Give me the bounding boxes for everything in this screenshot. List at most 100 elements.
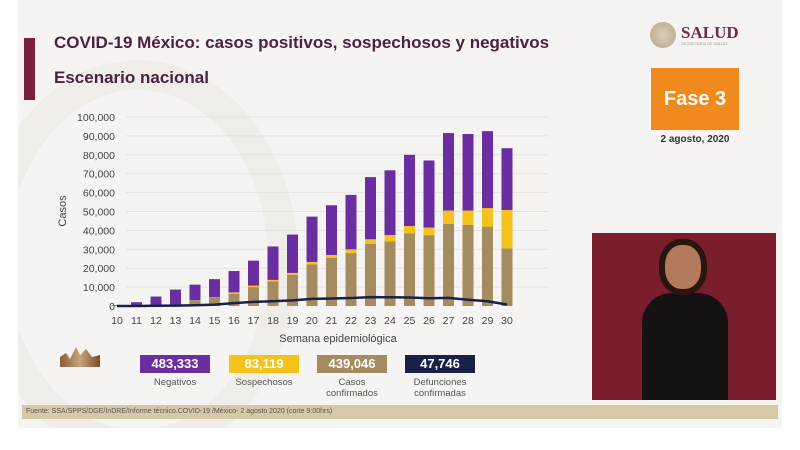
bar-negativos — [209, 279, 220, 298]
bar-confirmados — [345, 253, 357, 306]
x-tick-label: 11 — [131, 315, 142, 327]
legend-item-defunciones-confirmadas: 47,746 Defunciones confirmadas — [405, 355, 475, 399]
bar-confirmados — [189, 300, 201, 306]
bar-confirmados — [384, 241, 396, 306]
bar-sospechosos — [443, 210, 454, 224]
logo-text: SALUD — [681, 23, 739, 42]
y-tick-label: 80,000 — [83, 150, 115, 162]
x-tick-label: 18 — [267, 315, 279, 327]
bar-negativos — [404, 154, 415, 227]
x-tick-label: 21 — [326, 315, 338, 327]
bar-sospechosos — [306, 261, 318, 265]
bar-sospechosos — [345, 249, 357, 254]
bar-confirmados — [462, 224, 474, 306]
legend-value: 83,119 — [229, 355, 299, 373]
bar-sospechosos — [384, 235, 396, 242]
y-tick-label: 10,000 — [83, 282, 115, 294]
x-tick-label: 15 — [209, 315, 221, 327]
bar-confirmados — [443, 223, 454, 306]
legend-value: 439,046 — [317, 355, 387, 373]
title-accent-bar — [24, 38, 35, 100]
x-tick-label: 12 — [150, 315, 162, 327]
bar-confirmados — [248, 287, 259, 306]
x-tick-label: 25 — [404, 315, 416, 327]
bar-negativos — [228, 271, 240, 293]
x-tick-label: 26 — [423, 315, 435, 327]
bar-confirmados — [501, 248, 513, 306]
bar-negativos — [384, 170, 396, 236]
legend-label: Negativos — [153, 377, 197, 388]
bar-negativos — [462, 134, 474, 211]
bar-confirmados — [228, 293, 240, 306]
bar-confirmados — [287, 274, 298, 306]
bar-confirmados — [482, 226, 493, 306]
bar-negativos — [131, 302, 142, 306]
bar-negativos — [170, 289, 181, 305]
legend-item-sospechosos: 83,119 Sospechosos — [229, 355, 299, 388]
y-tick-label: 70,000 — [83, 169, 115, 181]
bar-negativos — [365, 177, 376, 240]
bar-negativos — [423, 160, 435, 228]
x-tick-label: 19 — [287, 315, 299, 327]
slide: COVID-19 México: casos positivos, sospec… — [18, 0, 782, 428]
y-tick-label: 60,000 — [83, 188, 115, 200]
seal-icon — [650, 22, 676, 48]
x-tick-label: 16 — [228, 315, 240, 327]
report-date: 2 agosto, 2020 — [660, 134, 730, 145]
y-tick-label: 40,000 — [83, 225, 115, 237]
bar-negativos — [306, 216, 318, 262]
bar-negativos — [326, 205, 337, 255]
bar-negativos — [501, 148, 513, 210]
stacked-bar-chart: 0 10,000 20,000 30,000 40,000 50,000 60,000 70,… — [57, 112, 548, 345]
bar-confirmados — [404, 233, 415, 306]
y-axis-label: Casos — [57, 195, 69, 227]
bar-confirmados — [267, 281, 279, 306]
bar-sospechosos — [501, 209, 513, 249]
bar-confirmados — [306, 264, 318, 306]
salud-logo: SALUD SECRETARÍA DE SALUD — [650, 22, 739, 48]
x-tick-label: 14 — [189, 315, 201, 327]
x-tick-label: 10 — [111, 315, 123, 327]
x-tick-label: 20 — [306, 315, 318, 327]
bar-sospechosos — [462, 210, 474, 225]
bar-sospechosos — [482, 208, 493, 227]
x-tick-label: 23 — [365, 315, 377, 327]
y-tick-label: 100,000 — [77, 112, 115, 124]
legend-value: 47,746 — [405, 355, 475, 373]
legend-label: Defunciones confirmadas — [413, 377, 467, 399]
page-title: COVID-19 México: casos positivos, sospec… — [54, 33, 550, 52]
source-footer: Fuente: SSA/SPPS/DGE/InDRE/Informe técni… — [22, 405, 778, 419]
bar-negativos — [482, 131, 493, 209]
bar-sospechosos — [326, 254, 337, 258]
legend-value: 483,333 — [140, 355, 210, 373]
x-tick-label: 22 — [345, 315, 357, 327]
bar-negativos — [345, 194, 357, 250]
logo-subtext: SECRETARÍA DE SALUD — [681, 41, 728, 46]
bar-confirmados — [423, 235, 435, 306]
page-subtitle: Escenario nacional — [54, 68, 209, 87]
bar-sospechosos — [248, 285, 259, 288]
legend-label: Sospechosos — [235, 377, 293, 388]
bar-negativos — [150, 296, 162, 306]
y-tick-label: 0 — [109, 301, 115, 313]
bar-negativos — [287, 234, 298, 273]
bar-sospechosos — [228, 292, 240, 294]
bar-sospechosos — [365, 239, 376, 245]
bar-confirmados — [209, 297, 220, 306]
y-tick-label: 90,000 — [83, 131, 115, 143]
bar-negativos — [189, 284, 201, 301]
bar-sospechosos — [267, 279, 279, 282]
bar-negativos — [267, 246, 279, 280]
phase-badge: Fase 3 — [651, 68, 739, 130]
bar-confirmados — [326, 257, 337, 306]
x-tick-label: 13 — [170, 315, 182, 327]
legend-item-casos-confirmados: 439,046 Casos confirmados — [317, 355, 387, 399]
interpreter-body — [642, 293, 728, 400]
x-tick-label: 17 — [248, 315, 260, 327]
x-tick-label: 28 — [462, 315, 474, 327]
interpreter-head — [665, 245, 701, 289]
bar-negativos — [248, 260, 259, 286]
x-tick-label: 29 — [482, 315, 494, 327]
y-tick-label: 20,000 — [83, 263, 115, 275]
y-tick-label: 30,000 — [83, 244, 115, 256]
